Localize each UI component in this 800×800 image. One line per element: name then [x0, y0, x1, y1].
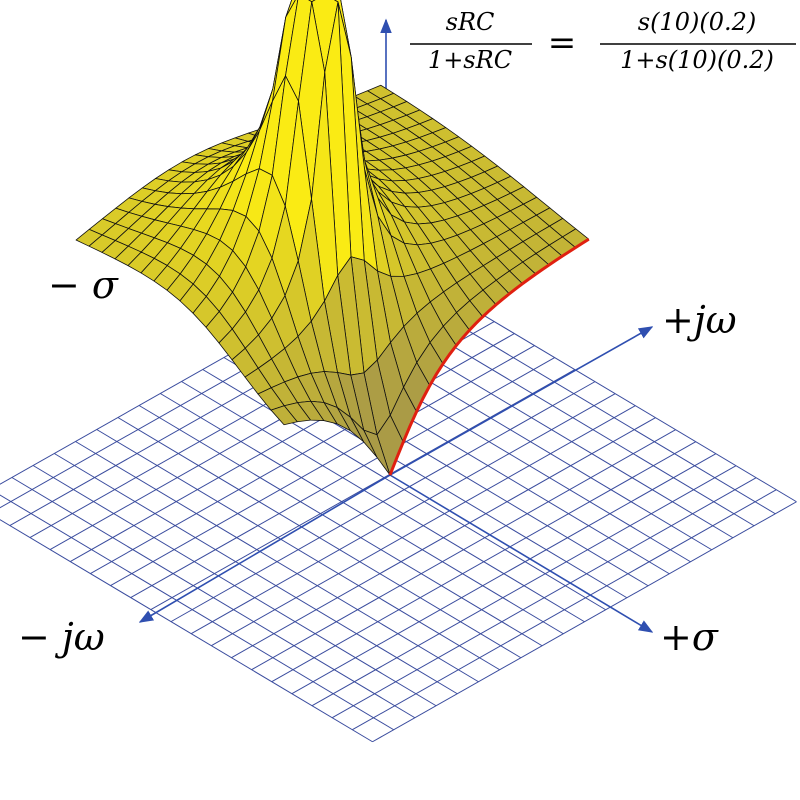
grid-line	[331, 477, 757, 719]
surface-patch	[270, 405, 298, 426]
minus-sigma-label: − σ	[48, 263, 119, 307]
grid-line	[190, 393, 616, 635]
formula-equals: =	[548, 23, 577, 63]
grid-line	[211, 405, 636, 647]
grid-line	[202, 369, 606, 611]
grid-line	[251, 429, 676, 671]
minus-jomega-label: − jω	[18, 615, 105, 659]
magnitude-surface	[75, 0, 590, 476]
plus-sigma-label: +σ	[660, 615, 719, 659]
plus-jomega-label: +jω	[662, 298, 737, 342]
s-plane-grid	[0, 261, 797, 743]
grid-line	[271, 441, 696, 683]
grid-line	[311, 465, 737, 707]
grid-line	[291, 453, 717, 695]
plus-jomega-axis	[389, 326, 654, 476]
formula-rhs-denominator: 1+s(10)(0.2)	[620, 46, 774, 74]
grid-line	[181, 381, 585, 623]
formula-lhs-numerator: sRC	[446, 8, 495, 36]
formula-rhs-numerator: s(10)(0.2)	[638, 8, 756, 36]
minus-jomega-axis	[138, 474, 391, 623]
jomega-edge-curve	[388, 237, 590, 476]
grid-line	[231, 417, 656, 659]
formula-lhs-denominator: 1+sRC	[428, 46, 512, 74]
plus-sigma-axis	[389, 474, 654, 633]
grid-line	[372, 501, 797, 743]
grid-line	[352, 489, 777, 731]
grid-line	[0, 494, 394, 731]
